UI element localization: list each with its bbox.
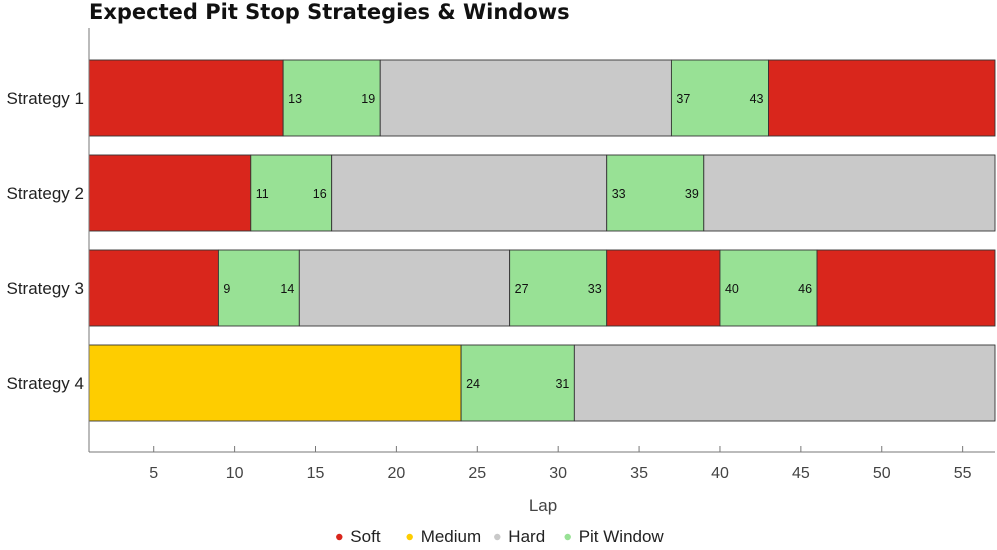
legend-item: Medium [406,527,481,546]
medium-tyre-segment [88,344,462,422]
x-tick-label: 50 [873,465,891,482]
hard-tyre-segment [379,59,672,137]
legend-label: Hard [508,527,545,546]
legend-label: Soft [350,527,381,546]
pit-window-start-label: 13 [288,92,302,106]
strategy-row: Strategy 4 24 31 [7,344,996,422]
x-tick-label: 40 [711,465,729,482]
pit-window-end-label: 14 [280,282,294,296]
soft-tyre-segment [88,59,284,137]
pit-window-end-label: 31 [555,377,569,391]
hard-tyre-segment [703,154,996,232]
strategy-label: Strategy 1 [7,89,85,108]
legend-marker [564,533,571,541]
x-tick-label: 25 [468,465,486,482]
pit-window-end-label: 19 [361,92,375,106]
strategy-row: Strategy 3 9 14 27 33 40 46 [7,249,996,327]
pit-window-start-label: 33 [612,187,626,201]
x-axis-label: Lap [529,496,557,515]
hard-tyre-segment [331,154,608,232]
pit-window-start-label: 24 [466,377,480,391]
legend-item: Pit Window [564,527,665,546]
pit-window-end-label: 39 [685,187,699,201]
x-tick-label: 35 [630,465,648,482]
pit-window-segment [606,154,705,232]
pit-window-start-label: 37 [676,92,690,106]
x-tick-label: 45 [792,465,810,482]
pit-window-start-label: 11 [256,187,269,201]
legend-item: Soft [336,527,381,546]
hard-tyre-segment [298,249,511,327]
legend-item: Hard [494,527,545,546]
hard-tyre-segment [573,344,996,422]
x-tick-label: 10 [226,465,244,482]
soft-tyre-segment [816,249,996,327]
legend-marker [406,533,413,541]
legend: Soft Medium Hard Pit Window [336,527,664,546]
soft-tyre-segment [606,249,721,327]
pit-window-end-label: 43 [750,92,764,106]
x-tick-label: 5 [149,465,158,482]
x-tick-label: 55 [954,465,972,482]
legend-label: Medium [421,527,481,546]
legend-marker [494,533,501,541]
strategy-label: Strategy 3 [7,279,85,298]
pit-window-end-label: 16 [313,187,327,201]
strategy-label: Strategy 2 [7,184,85,203]
strategy-label: Strategy 4 [7,374,85,393]
x-tick-label: 20 [387,465,405,482]
legend-marker [336,533,343,541]
pit-window-end-label: 33 [588,282,602,296]
x-tick-label: 15 [307,465,325,482]
pit-window-segment [509,249,608,327]
pit-window-segment [250,154,333,232]
strategy-row: Strategy 1 13 19 37 43 [7,59,996,137]
chart-title: Expected Pit Stop Strategies & Windows [89,0,570,24]
x-tick-label: 30 [549,465,567,482]
pit-window-segment [719,249,818,327]
soft-tyre-segment [88,154,252,232]
pit-window-segment [460,344,575,422]
pit-window-segment [282,59,381,137]
soft-tyre-segment [768,59,996,137]
axis-layer: 5 10 15 20 25 30 35 40 45 50 55 [88,28,995,482]
pit-window-start-label: 40 [725,282,739,296]
pit-window-start-label: 27 [515,282,529,296]
pit-window-start-label: 9 [223,282,230,296]
legend-label: Pit Window [579,527,665,546]
soft-tyre-segment [88,249,219,327]
pit-window-end-label: 46 [798,282,812,296]
pit-window-segment [670,59,769,137]
pit-window-segment [217,249,300,327]
strategy-row: Strategy 2 11 16 33 39 [7,154,996,232]
